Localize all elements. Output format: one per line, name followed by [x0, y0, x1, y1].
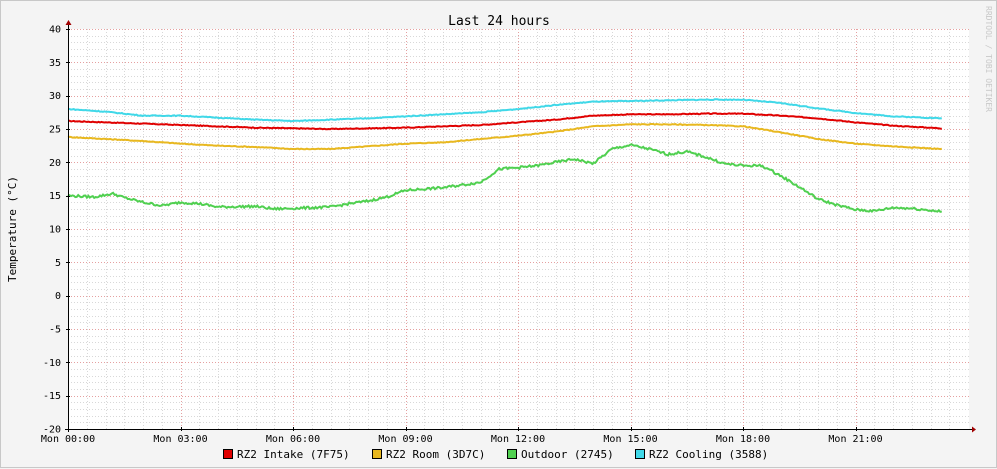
major-grid [68, 29, 969, 430]
series-layer [67, 98, 943, 214]
series-line [67, 143, 942, 214]
legend-label: RZ2 Room (3D7C) [386, 448, 485, 461]
legend-swatch [635, 449, 645, 459]
x-tick-label: Mon 12:00 [491, 434, 545, 445]
y-tick-label: 10 [49, 225, 61, 236]
x-tick-label: Mon 21:00 [828, 434, 882, 445]
x-tick-label: Mon 00:00 [41, 434, 95, 445]
y-tick-label: -10 [43, 358, 61, 369]
x-tick-label: Mon 06:00 [266, 434, 320, 445]
y-axis-arrow [65, 20, 72, 25]
x-tick-label: Mon 03:00 [153, 434, 207, 445]
x-axis-arrow [972, 426, 976, 433]
y-tick-label: 40 [49, 25, 61, 36]
legend-label: RZ2 Intake (7F75) [237, 448, 350, 461]
y-tick-label: 5 [55, 258, 61, 269]
y-tick-label: 35 [49, 58, 61, 69]
legend-swatch [507, 449, 517, 459]
x-tick-label: Mon 15:00 [603, 434, 657, 445]
x-tick-label: Mon 09:00 [378, 434, 432, 445]
y-tick-label: -5 [49, 325, 61, 336]
y-axis-label: Temperature (°C) [6, 176, 19, 282]
y-tick-label: -20 [43, 425, 61, 436]
chart-title: Last 24 hours [448, 14, 550, 29]
y-tick-label: 15 [49, 191, 61, 202]
x-tick-label: Mon 18:00 [716, 434, 770, 445]
legend-label: RZ2 Cooling (3588) [649, 448, 768, 461]
series-line [67, 98, 942, 123]
y-tick-labels: 40 35 30 25 20 15 10 5 0 -5 -10 -15 -20 [43, 25, 61, 436]
y-tick-label: 30 [49, 91, 61, 102]
series-line [68, 112, 942, 131]
y-tick-label: 0 [55, 291, 61, 302]
legend-swatch [372, 449, 382, 459]
legend-swatch [223, 449, 233, 459]
series-line [67, 122, 943, 151]
watermark: RRDTOOL / TOBI OETIKER [984, 6, 993, 112]
legend-label: Outdoor (2745) [521, 448, 614, 461]
legend: RZ2 Intake (7F75) RZ2 Room (3D7C) Outdoor … [223, 448, 768, 461]
y-tick-label: 25 [49, 125, 61, 136]
axes [65, 20, 976, 433]
y-tick-label: -15 [43, 391, 61, 402]
x-tick-labels: Mon 00:00 Mon 03:00 Mon 06:00 Mon 09:00 Mon … [41, 434, 883, 445]
y-tick-label: 20 [49, 158, 61, 169]
